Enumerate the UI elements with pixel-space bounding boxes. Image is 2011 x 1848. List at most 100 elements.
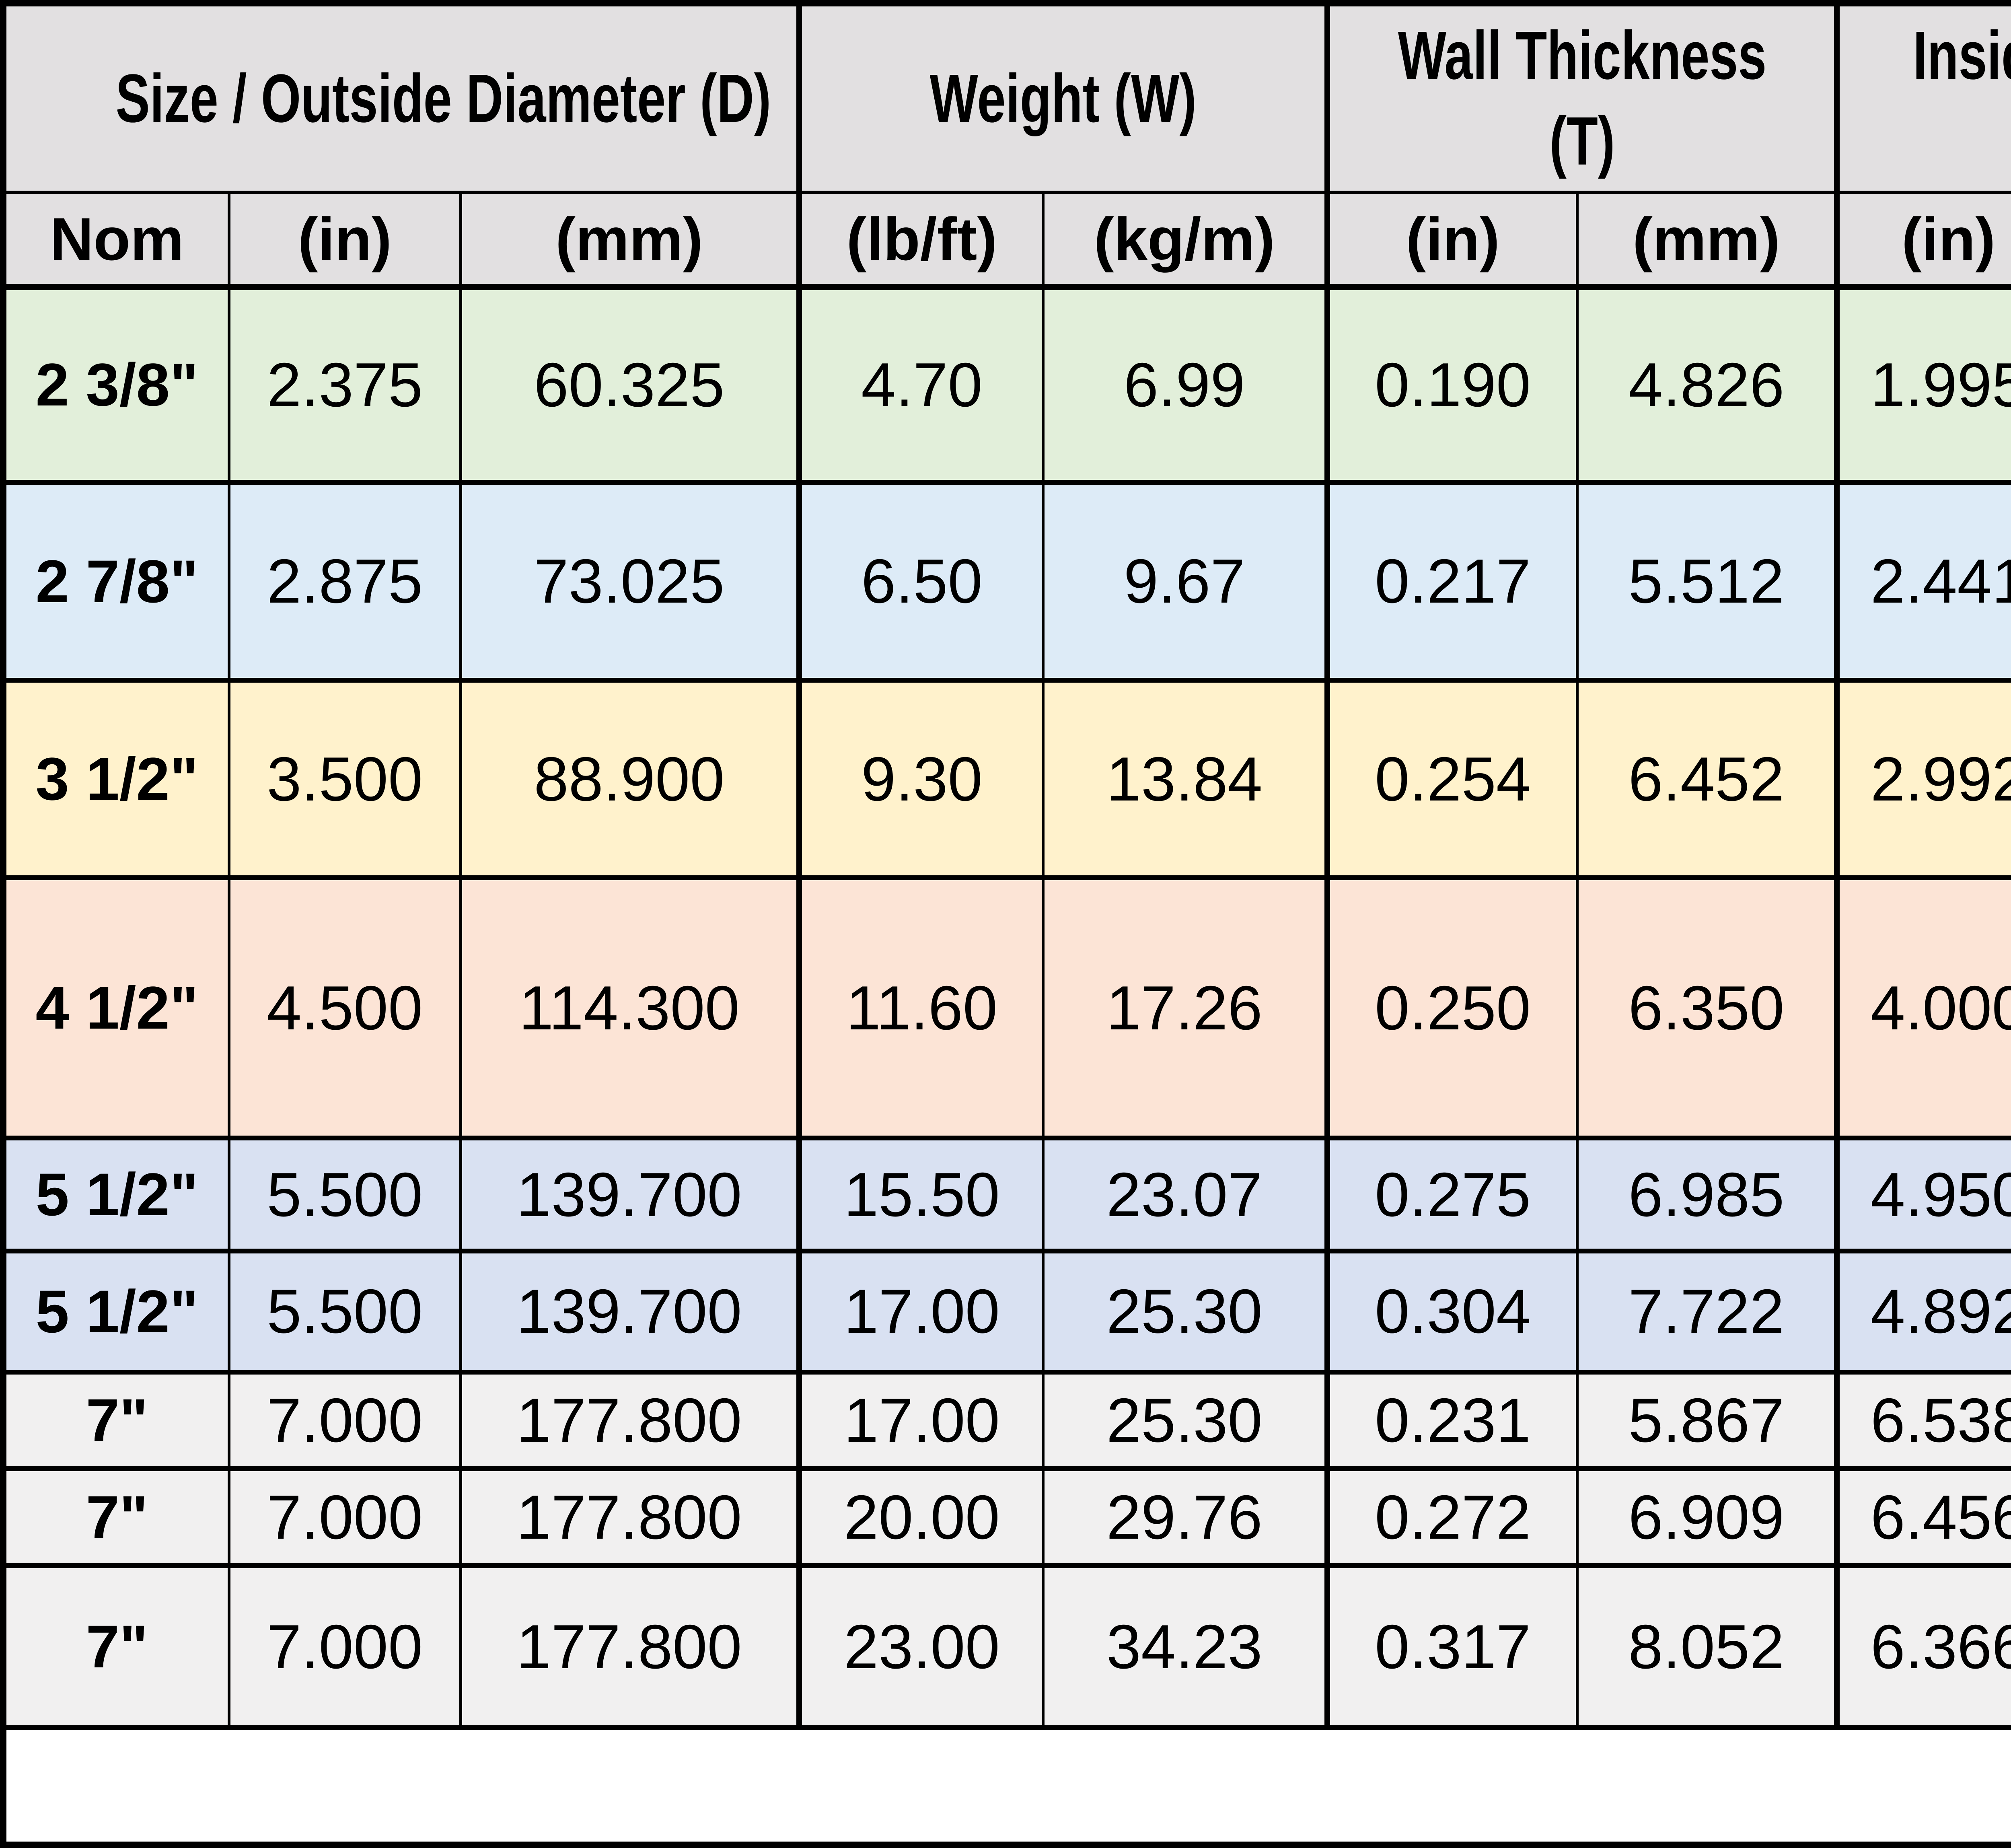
subheader-inside-diameter-in: (in) xyxy=(1837,192,2011,290)
r4-weight-kgm: 17.26 xyxy=(1043,878,1330,1140)
r2-thickness-in: 0.217 xyxy=(1327,482,1579,683)
r8-nominal-size: 7" xyxy=(3,1469,230,1568)
r2-nominal-size: 2 7/8" xyxy=(3,482,230,683)
header-weight-label: Weight (W) xyxy=(929,60,1197,137)
r9-nominal-size: 7" xyxy=(3,1565,230,1731)
r7-od-mm: 177.800 xyxy=(461,1372,802,1471)
r7-weight-lbft: 17.00 xyxy=(799,1372,1045,1471)
subheader-row: Nom (in) (mm) (lb/ft) (kg/m) (in) (mm) (… xyxy=(3,192,2011,290)
r4-thickness-in: 0.250 xyxy=(1327,878,1579,1140)
r1-nominal-size: 2 3/8" xyxy=(3,287,230,485)
r3-thickness-in: 0.254 xyxy=(1327,680,1579,881)
subheader-od-in: (in) xyxy=(229,192,462,290)
subheader-weight-lbft: (lb/ft) xyxy=(799,192,1045,290)
r5-weight-kgm: 23.07 xyxy=(1043,1138,1330,1253)
table-row: 7" 7.000 177.800 17.00 25.30 0.231 5.867… xyxy=(3,1372,2011,1471)
r4-od-in: 4.500 xyxy=(229,878,462,1140)
subheader-thickness-mm: (mm) xyxy=(1577,192,1840,290)
table-row: 7" 7.000 177.800 20.00 29.76 0.272 6.909… xyxy=(3,1469,2011,1568)
r4-nominal-size: 4 1/2" xyxy=(3,878,230,1140)
r7-weight-kgm: 25.30 xyxy=(1043,1372,1330,1471)
r3-id-in: 2.992 xyxy=(1837,680,2011,881)
r6-id-in: 4.892 xyxy=(1837,1251,2011,1375)
header-group-row: Size / Outside Diameter (D) Weight (W) W… xyxy=(3,3,2011,194)
r1-id-in: 1.995 xyxy=(1837,287,2011,485)
table-row: 3 1/2" 3.500 88.900 9.30 13.84 0.254 6.4… xyxy=(3,680,2011,881)
r2-id-in: 2.441 xyxy=(1837,482,2011,683)
header-wall-thickness: Wall Thickness (T) xyxy=(1327,3,1840,194)
subheader-weight-kgm: (kg/m) xyxy=(1043,192,1330,290)
header-size-outside-diameter-label: Size / Outside Diameter (D) xyxy=(115,60,771,137)
r8-thickness-mm: 6.909 xyxy=(1577,1469,1840,1568)
r3-od-in: 3.500 xyxy=(229,680,462,881)
r2-od-in: 2.875 xyxy=(229,482,462,683)
r5-nominal-size: 5 1/2" xyxy=(3,1138,230,1253)
r5-id-in: 4.950 xyxy=(1837,1138,2011,1253)
r9-thickness-mm: 8.052 xyxy=(1577,1565,1840,1731)
r1-thickness-in: 0.190 xyxy=(1327,287,1579,485)
r7-thickness-mm: 5.867 xyxy=(1577,1372,1840,1471)
header-inside-diameter: Inside Diameter (d) xyxy=(1837,3,2011,194)
table-row: 5 1/2" 5.500 139.700 15.50 23.07 0.275 6… xyxy=(3,1138,2011,1253)
r1-thickness-mm: 4.826 xyxy=(1577,287,1840,485)
table-row: 7" 7.000 177.800 23.00 34.23 0.317 8.052… xyxy=(3,1565,2011,1731)
r2-weight-lbft: 6.50 xyxy=(799,482,1045,683)
r6-thickness-mm: 7.722 xyxy=(1577,1251,1840,1375)
subheader-nom: Nom xyxy=(3,192,230,290)
footer-blank-row xyxy=(3,1728,2011,1845)
r2-weight-kgm: 9.67 xyxy=(1043,482,1330,683)
r9-weight-kgm: 34.23 xyxy=(1043,1565,1330,1731)
r7-thickness-in: 0.231 xyxy=(1327,1372,1579,1471)
r8-od-mm: 177.800 xyxy=(461,1469,802,1568)
r9-od-in: 7.000 xyxy=(229,1565,462,1731)
r9-id-in: 6.366 xyxy=(1837,1565,2011,1731)
r2-thickness-mm: 5.512 xyxy=(1577,482,1840,683)
footer-blank-cell xyxy=(3,1728,2011,1845)
header-wall-thickness-label: Wall Thickness (T) xyxy=(1398,17,1766,179)
table-row: 5 1/2" 5.500 139.700 17.00 25.30 0.304 7… xyxy=(3,1251,2011,1375)
r1-od-in: 2.375 xyxy=(229,287,462,485)
r5-thickness-in: 0.275 xyxy=(1327,1138,1579,1253)
r8-weight-kgm: 29.76 xyxy=(1043,1469,1330,1568)
r3-weight-lbft: 9.30 xyxy=(799,680,1045,881)
r4-weight-lbft: 11.60 xyxy=(799,878,1045,1140)
r8-od-in: 7.000 xyxy=(229,1469,462,1568)
r8-weight-lbft: 20.00 xyxy=(799,1469,1045,1568)
r1-weight-lbft: 4.70 xyxy=(799,287,1045,485)
r4-od-mm: 114.300 xyxy=(461,878,802,1140)
r6-thickness-in: 0.304 xyxy=(1327,1251,1579,1375)
r3-thickness-mm: 6.452 xyxy=(1577,680,1840,881)
r3-weight-kgm: 13.84 xyxy=(1043,680,1330,881)
r5-weight-lbft: 15.50 xyxy=(799,1138,1045,1253)
header-size-outside-diameter: Size / Outside Diameter (D) xyxy=(3,3,802,194)
r4-thickness-mm: 6.350 xyxy=(1577,878,1840,1140)
r8-id-in: 6.456 xyxy=(1837,1469,2011,1568)
header-inside-diameter-label: Inside Diameter (d) xyxy=(1913,17,2011,94)
r6-weight-kgm: 25.30 xyxy=(1043,1251,1330,1375)
r6-weight-lbft: 17.00 xyxy=(799,1251,1045,1375)
r6-od-mm: 139.700 xyxy=(461,1251,802,1375)
r3-nominal-size: 3 1/2" xyxy=(3,680,230,881)
r9-od-mm: 177.800 xyxy=(461,1565,802,1731)
r1-od-mm: 60.325 xyxy=(461,287,802,485)
r1-weight-kgm: 6.99 xyxy=(1043,287,1330,485)
table-row: 4 1/2" 4.500 114.300 11.60 17.26 0.250 6… xyxy=(3,878,2011,1140)
r2-od-mm: 73.025 xyxy=(461,482,802,683)
header-weight: Weight (W) xyxy=(799,3,1330,194)
r4-id-in: 4.000 xyxy=(1837,878,2011,1140)
r9-thickness-in: 0.317 xyxy=(1327,1565,1579,1731)
table-row: 2 3/8" 2.375 60.325 4.70 6.99 0.190 4.82… xyxy=(3,287,2011,485)
r3-od-mm: 88.900 xyxy=(461,680,802,881)
r5-od-mm: 139.700 xyxy=(461,1138,802,1253)
subheader-thickness-in: (in) xyxy=(1327,192,1579,290)
r7-nominal-size: 7" xyxy=(3,1372,230,1471)
r6-od-in: 5.500 xyxy=(229,1251,462,1375)
table-row: 2 7/8" 2.875 73.025 6.50 9.67 0.217 5.51… xyxy=(3,482,2011,683)
r5-thickness-mm: 6.985 xyxy=(1577,1138,1840,1253)
r8-thickness-in: 0.272 xyxy=(1327,1469,1579,1568)
r7-od-in: 7.000 xyxy=(229,1372,462,1471)
r9-weight-lbft: 23.00 xyxy=(799,1565,1045,1731)
subheader-od-mm: (mm) xyxy=(461,192,802,290)
r7-id-in: 6.538 xyxy=(1837,1372,2011,1471)
